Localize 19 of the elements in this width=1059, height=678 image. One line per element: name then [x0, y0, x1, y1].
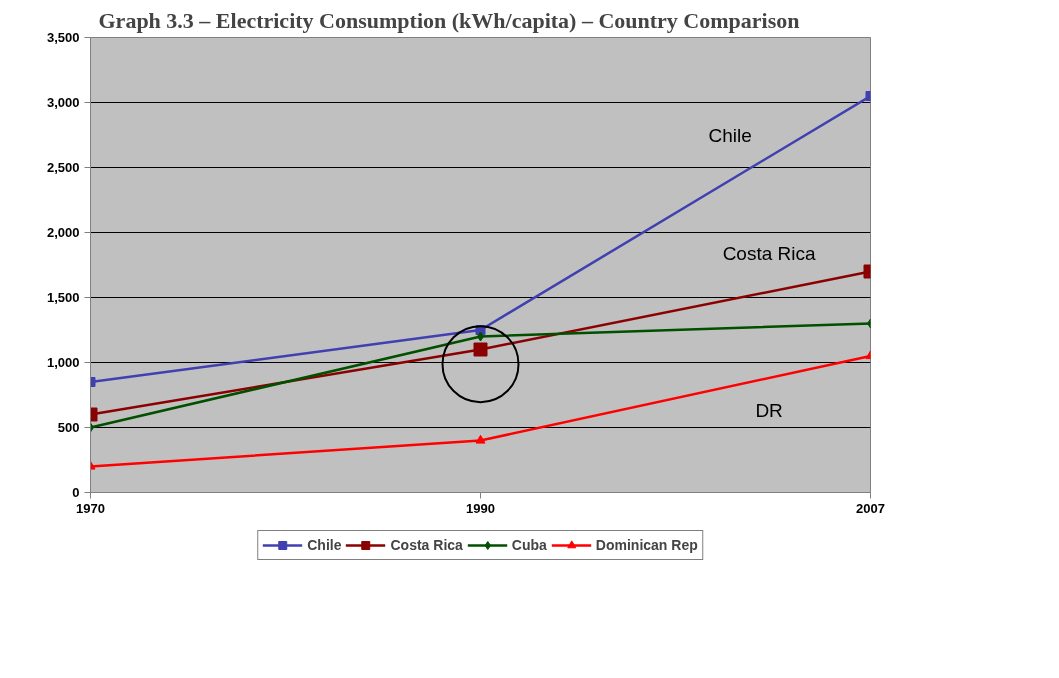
chart-title: Graph 3.3 – Electricity Consumption (kWh/capita) – Country Comparison [98, 7, 800, 33]
y-tick-label: 3,500 [46, 30, 80, 45]
x-tick-label: 2007 [856, 500, 885, 516]
legend-label: Costa Rica [390, 537, 463, 553]
y-tick-label: 1,500 [46, 290, 80, 305]
y-tick-label: 2,500 [46, 160, 80, 175]
annotation: DR [755, 400, 783, 422]
legend-label: Dominican Rep [595, 537, 698, 553]
annotation: Costa Rica [722, 243, 816, 265]
legend-label: Cuba [511, 537, 547, 553]
y-tick-label: 500 [57, 420, 80, 435]
x-tick-label: 1970 [76, 500, 105, 516]
y-tick-label: 2,000 [46, 225, 80, 240]
annotation: Chile [708, 124, 752, 146]
y-tick-label: 1,000 [46, 355, 80, 370]
x-tick-label: 1990 [466, 500, 495, 516]
y-tick-label: 0 [72, 485, 80, 500]
y-tick-label: 3,000 [46, 95, 80, 110]
legend-label: Chile [307, 537, 342, 553]
